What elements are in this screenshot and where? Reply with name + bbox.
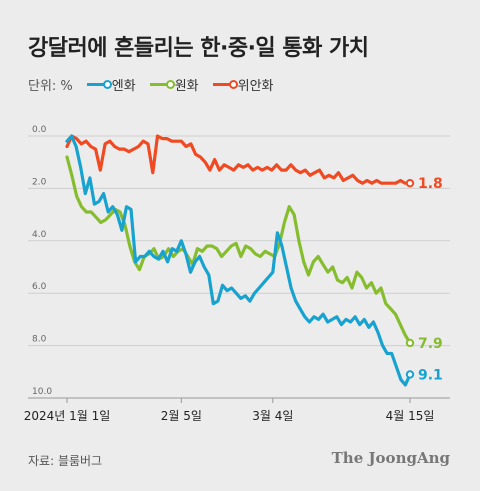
x-tick-label: 4월 15일 (386, 409, 435, 423)
x-tick-label: 2024년 1월 1일 (24, 409, 111, 423)
legend-swatch-won (149, 80, 175, 89)
legend-label-yen: 엔화 (111, 79, 136, 94)
y-tick-label: 2.0 (32, 177, 47, 187)
legend: 단위: % 엔화 원화 위안화 (28, 75, 288, 94)
series-end-label: 9.1 (418, 367, 443, 383)
series-end-marker (405, 338, 415, 348)
y-tick-label: 10.0 (32, 387, 52, 397)
legend-item-yuan: 위안화 (212, 75, 274, 94)
y-tick-label: 4.0 (32, 230, 47, 240)
series-end-label: 1.8 (418, 176, 443, 192)
x-tick-label: 3월 4일 (252, 409, 293, 423)
y-tick-label: 0.0 (32, 125, 47, 135)
series-line (65, 155, 412, 345)
brand-logo: The JoongAng (331, 449, 450, 467)
chart-title: 강달러에 흔들리는 한·중·일 통화 가치 (28, 36, 369, 61)
series-end-marker (405, 178, 415, 188)
legend-swatch-yuan (212, 80, 238, 89)
series-end-marker (405, 370, 415, 379)
legend-label-yuan: 위안화 (237, 79, 274, 94)
unit-label: 단위: % (28, 79, 73, 94)
legend-swatch-yen (86, 80, 112, 89)
series-end-label: 7.9 (418, 336, 443, 352)
legend-item-yen: 엔화 (86, 75, 136, 94)
y-tick-label: 6.0 (32, 282, 47, 292)
y-tick-label: 8.0 (32, 335, 47, 345)
x-tick-label: 2월 5일 (161, 409, 202, 423)
series-line (65, 134, 412, 185)
legend-label-won: 원화 (174, 79, 199, 94)
source-note: 자료: 블룸버그 (28, 454, 103, 468)
legend-item-won: 원화 (149, 75, 199, 94)
series-line (65, 134, 412, 387)
